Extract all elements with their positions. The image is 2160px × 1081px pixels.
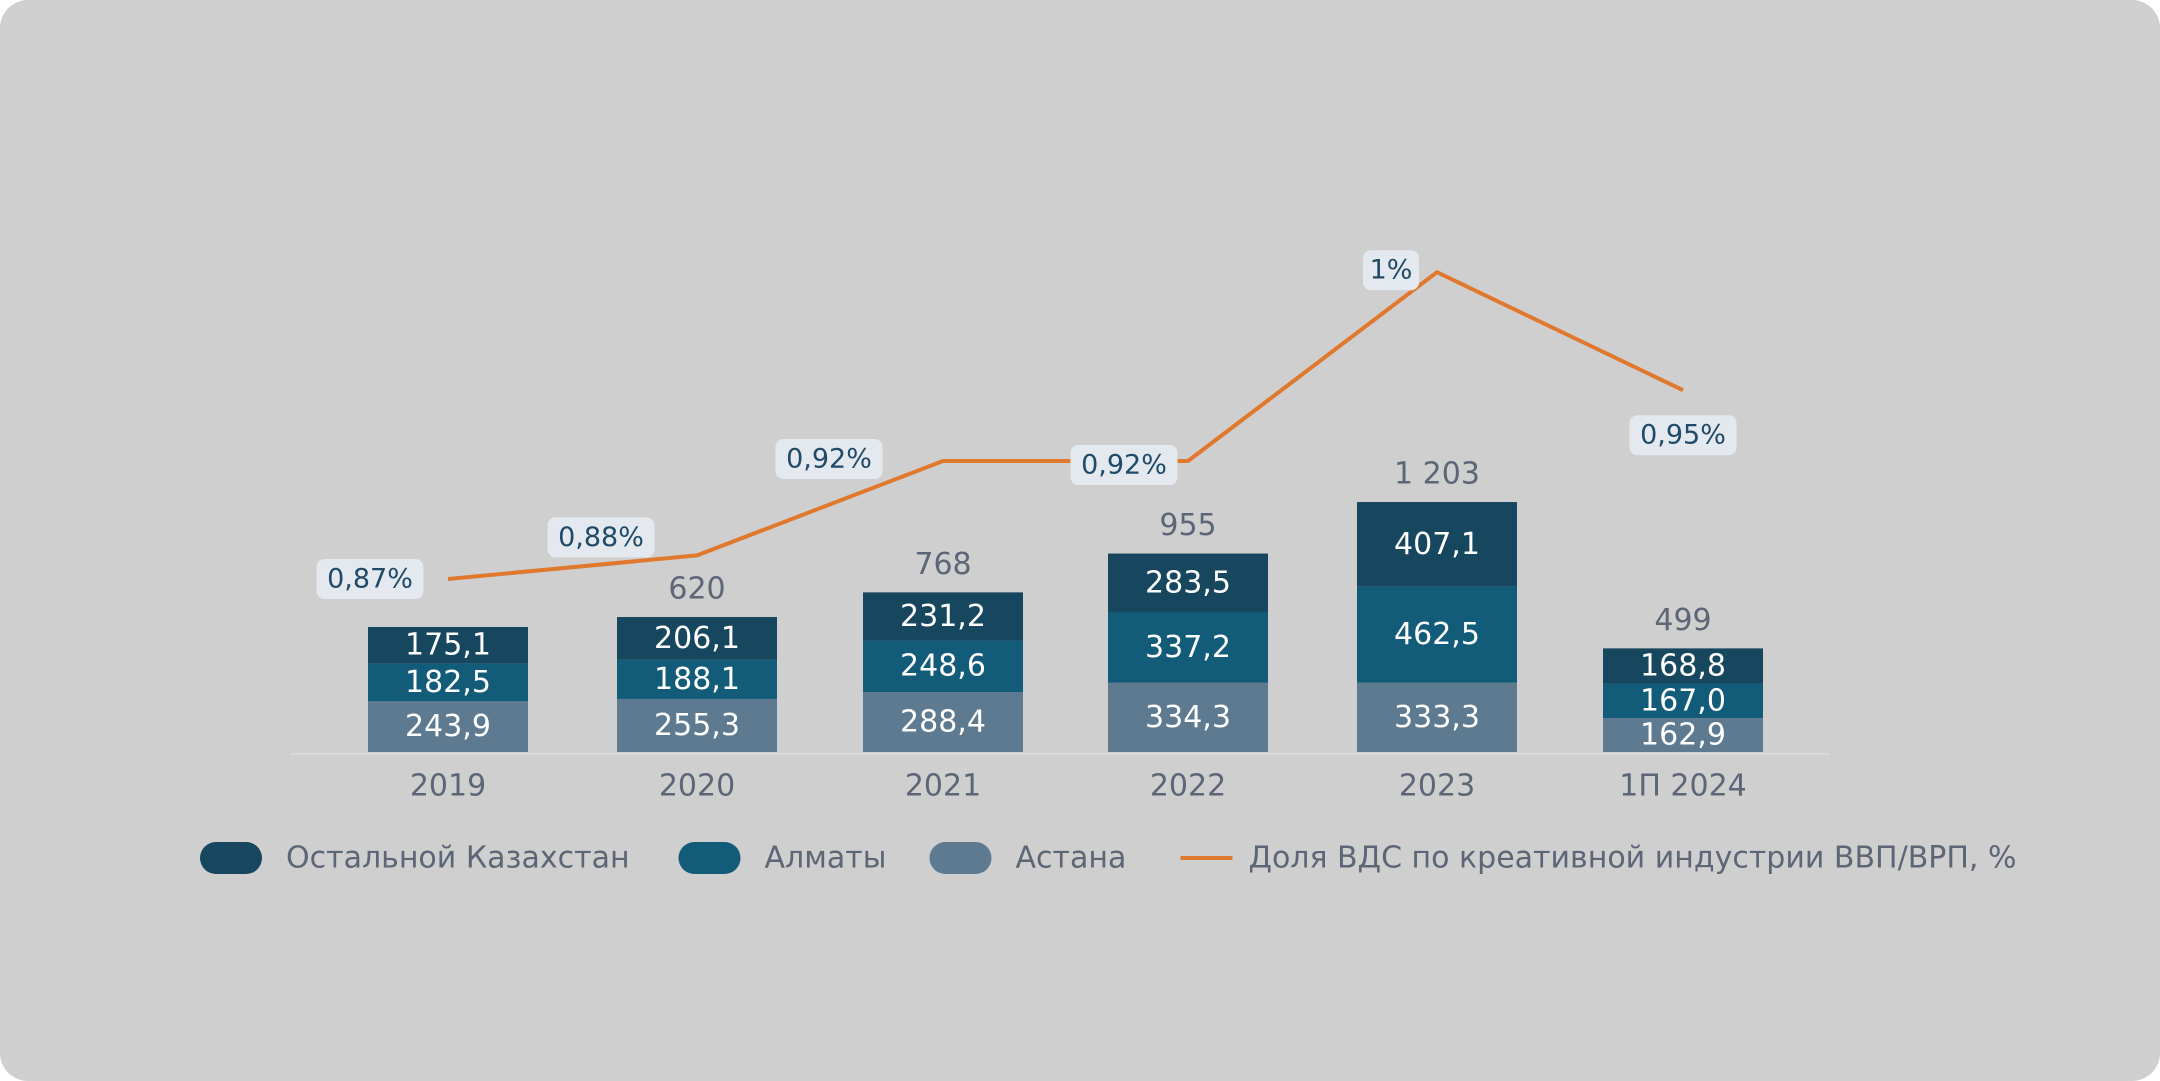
bar-segment bbox=[1108, 553, 1268, 613]
bar-value-label: 334,3 bbox=[1145, 700, 1231, 735]
bar-segment bbox=[1603, 648, 1763, 684]
bar-segment bbox=[1357, 502, 1517, 587]
bar-total-label: 768 bbox=[914, 547, 971, 582]
bar-segment bbox=[617, 617, 777, 660]
x-tick-label: 2019 bbox=[410, 769, 486, 804]
legend-swatch bbox=[200, 842, 262, 874]
x-tick-label: 2020 bbox=[659, 769, 735, 804]
bar-segment bbox=[1357, 682, 1517, 752]
pct-label-box bbox=[1629, 415, 1737, 456]
bar-segment bbox=[863, 592, 1023, 641]
bar-value-label: 162,9 bbox=[1640, 718, 1726, 753]
bar-value-label: 231,2 bbox=[900, 599, 986, 634]
bar-value-label: 255,3 bbox=[654, 708, 740, 743]
bar-total-label: 955 bbox=[1159, 508, 1216, 543]
legend-swatch bbox=[678, 842, 741, 874]
pct-label: 0,88% bbox=[558, 522, 644, 553]
bar-value-label: 167,0 bbox=[1640, 683, 1726, 718]
bar-total-label: 499 bbox=[1654, 603, 1711, 638]
bar-total-label: 620 bbox=[668, 572, 725, 607]
bar-segment bbox=[617, 698, 777, 752]
bar-value-label: 248,6 bbox=[900, 649, 986, 684]
bar-segment bbox=[368, 701, 528, 752]
bar-value-label: 206,1 bbox=[654, 621, 740, 656]
bar-segment bbox=[863, 692, 1023, 752]
bar-total-label: 1 203 bbox=[1394, 457, 1480, 492]
bar-value-label: 182,5 bbox=[405, 665, 491, 700]
pct-label: 0,92% bbox=[1081, 450, 1167, 481]
bar-segment bbox=[1603, 683, 1763, 719]
x-tick-label: 2022 bbox=[1150, 769, 1226, 804]
pct-label-box bbox=[1070, 445, 1178, 485]
bar-segment bbox=[368, 663, 528, 702]
bar-value-label: 462,5 bbox=[1394, 617, 1480, 652]
pct-label: 0,92% bbox=[786, 444, 872, 475]
x-tick-label: 1П 2024 bbox=[1619, 769, 1747, 804]
x-tick-label: 2023 bbox=[1399, 769, 1475, 804]
bar-value-label: 168,8 bbox=[1640, 648, 1726, 683]
bar-value-label: 175,1 bbox=[405, 628, 491, 663]
legend-label: Доля ВДС по креативной индустрии ВВП/ВРП… bbox=[1249, 841, 2017, 876]
bar-value-label: 337,2 bbox=[1145, 630, 1231, 665]
pct-label-box bbox=[775, 439, 883, 479]
bar-value-label: 407,1 bbox=[1394, 527, 1480, 562]
pct-label-box bbox=[547, 517, 655, 558]
legend-label: Остальной Казахстан bbox=[286, 841, 630, 876]
bar-segment bbox=[1108, 612, 1268, 683]
legend-swatch bbox=[929, 842, 992, 874]
bar-value-label: 243,9 bbox=[405, 709, 491, 744]
pct-label-box bbox=[1363, 250, 1419, 291]
bar-value-label: 333,3 bbox=[1394, 700, 1480, 735]
bar-segment bbox=[1357, 586, 1517, 683]
legend-label: Астана bbox=[1016, 841, 1127, 876]
bar-segment bbox=[1603, 718, 1763, 752]
share-line bbox=[447, 270, 1684, 581]
pct-label: 0,95% bbox=[1640, 420, 1726, 451]
bar-value-label: 288,4 bbox=[900, 705, 986, 740]
x-tick-label: 2021 bbox=[905, 769, 981, 804]
bar-segment bbox=[368, 627, 528, 664]
pct-label: 1% bbox=[1370, 255, 1413, 286]
bar-segment bbox=[1108, 682, 1268, 752]
bar-segment bbox=[617, 659, 777, 699]
pct-label: 0,87% bbox=[327, 564, 413, 595]
pct-label-box bbox=[316, 559, 424, 599]
bar-value-label: 283,5 bbox=[1145, 566, 1231, 601]
legend-label: Алматы bbox=[765, 841, 887, 876]
bar-value-label: 188,1 bbox=[654, 662, 740, 697]
bar-segment bbox=[863, 640, 1023, 693]
